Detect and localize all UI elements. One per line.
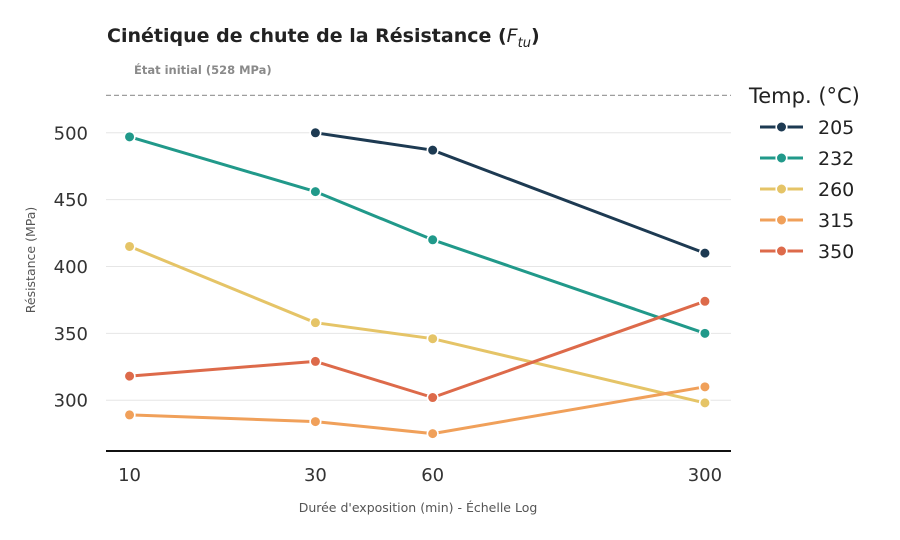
series-line-260 — [128, 244, 707, 405]
chart-title-suffix: ) — [531, 25, 540, 47]
data-point-260 — [698, 396, 712, 409]
reference-line-label: État initial (528 MPa) — [134, 62, 272, 77]
x-axis-label: Durée d'exposition (min) - Échelle Log — [299, 500, 538, 515]
data-point-260 — [309, 316, 322, 329]
series-232 — [123, 130, 712, 340]
y-tick-label: 300 — [54, 391, 88, 412]
legend-items: 205 232 260 315 350 — [760, 117, 854, 263]
legend-marker-swatch — [775, 151, 788, 165]
y-axis-ticks: 300 350 400 450 500 — [54, 123, 88, 411]
chart-title-subscript: tu — [518, 36, 531, 51]
series-260 — [123, 240, 712, 409]
data-point-315 — [309, 415, 322, 428]
legend-label: 232 — [818, 148, 854, 170]
legend-item-350: 350 — [760, 241, 854, 263]
data-point-260 — [123, 240, 136, 253]
x-axis-ticks: 10 30 60 300 — [118, 465, 722, 486]
series-line-315 — [128, 385, 707, 436]
legend-title: Temp. (°C) — [748, 84, 860, 108]
x-tick-label: 300 — [688, 465, 722, 486]
y-axis-label: Résistance (MPa) — [23, 207, 38, 314]
legend-label: 205 — [818, 117, 854, 139]
y-tick-label: 500 — [54, 123, 88, 144]
data-point-350 — [309, 355, 322, 368]
legend: Temp. (°C) 205 232 260 315 350 — [748, 84, 860, 263]
grid-lines — [106, 132, 731, 401]
data-point-260 — [426, 332, 439, 345]
chart-title-symbol: F — [507, 25, 519, 47]
legend-marker-swatch — [775, 120, 788, 134]
legend-label: 260 — [818, 179, 854, 201]
data-point-205 — [698, 247, 712, 260]
y-tick-label: 450 — [54, 190, 88, 211]
legend-label: 315 — [818, 210, 854, 232]
legend-marker-swatch — [775, 244, 788, 258]
legend-item-260: 260 — [760, 179, 854, 201]
series-line-232 — [128, 135, 707, 335]
x-tick-label: 10 — [118, 465, 141, 486]
y-tick-label: 400 — [54, 257, 88, 278]
x-tick-label: 30 — [304, 465, 327, 486]
series-315 — [123, 380, 712, 440]
data-point-232 — [426, 233, 439, 246]
series-line-205 — [313, 131, 707, 255]
data-point-350 — [123, 370, 136, 383]
legend-marker-swatch — [775, 182, 788, 196]
data-point-315 — [426, 427, 439, 440]
series-205 — [309, 126, 712, 260]
data-point-350 — [426, 391, 439, 404]
series-line-350 — [128, 299, 707, 399]
y-tick-label: 350 — [54, 324, 88, 345]
chart-title-prefix: Cinétique de chute de la Résistance ( — [107, 25, 507, 47]
data-point-350 — [698, 295, 712, 308]
legend-item-232: 232 — [760, 148, 854, 170]
data-point-232 — [123, 130, 136, 143]
legend-item-315: 315 — [760, 210, 854, 232]
legend-marker-swatch — [775, 213, 788, 227]
data-point-232 — [698, 327, 712, 340]
data-point-315 — [698, 380, 712, 393]
data-point-205 — [426, 144, 439, 157]
series-350 — [123, 295, 712, 404]
data-point-205 — [309, 126, 322, 139]
chart-title: Cinétique de chute de la Résistance (Ftu… — [107, 25, 540, 51]
series-layer — [123, 126, 712, 440]
x-tick-label: 60 — [421, 465, 444, 486]
legend-item-205: 205 — [760, 117, 854, 139]
data-point-315 — [123, 408, 136, 422]
data-point-232 — [309, 185, 322, 198]
legend-label: 350 — [818, 241, 854, 263]
